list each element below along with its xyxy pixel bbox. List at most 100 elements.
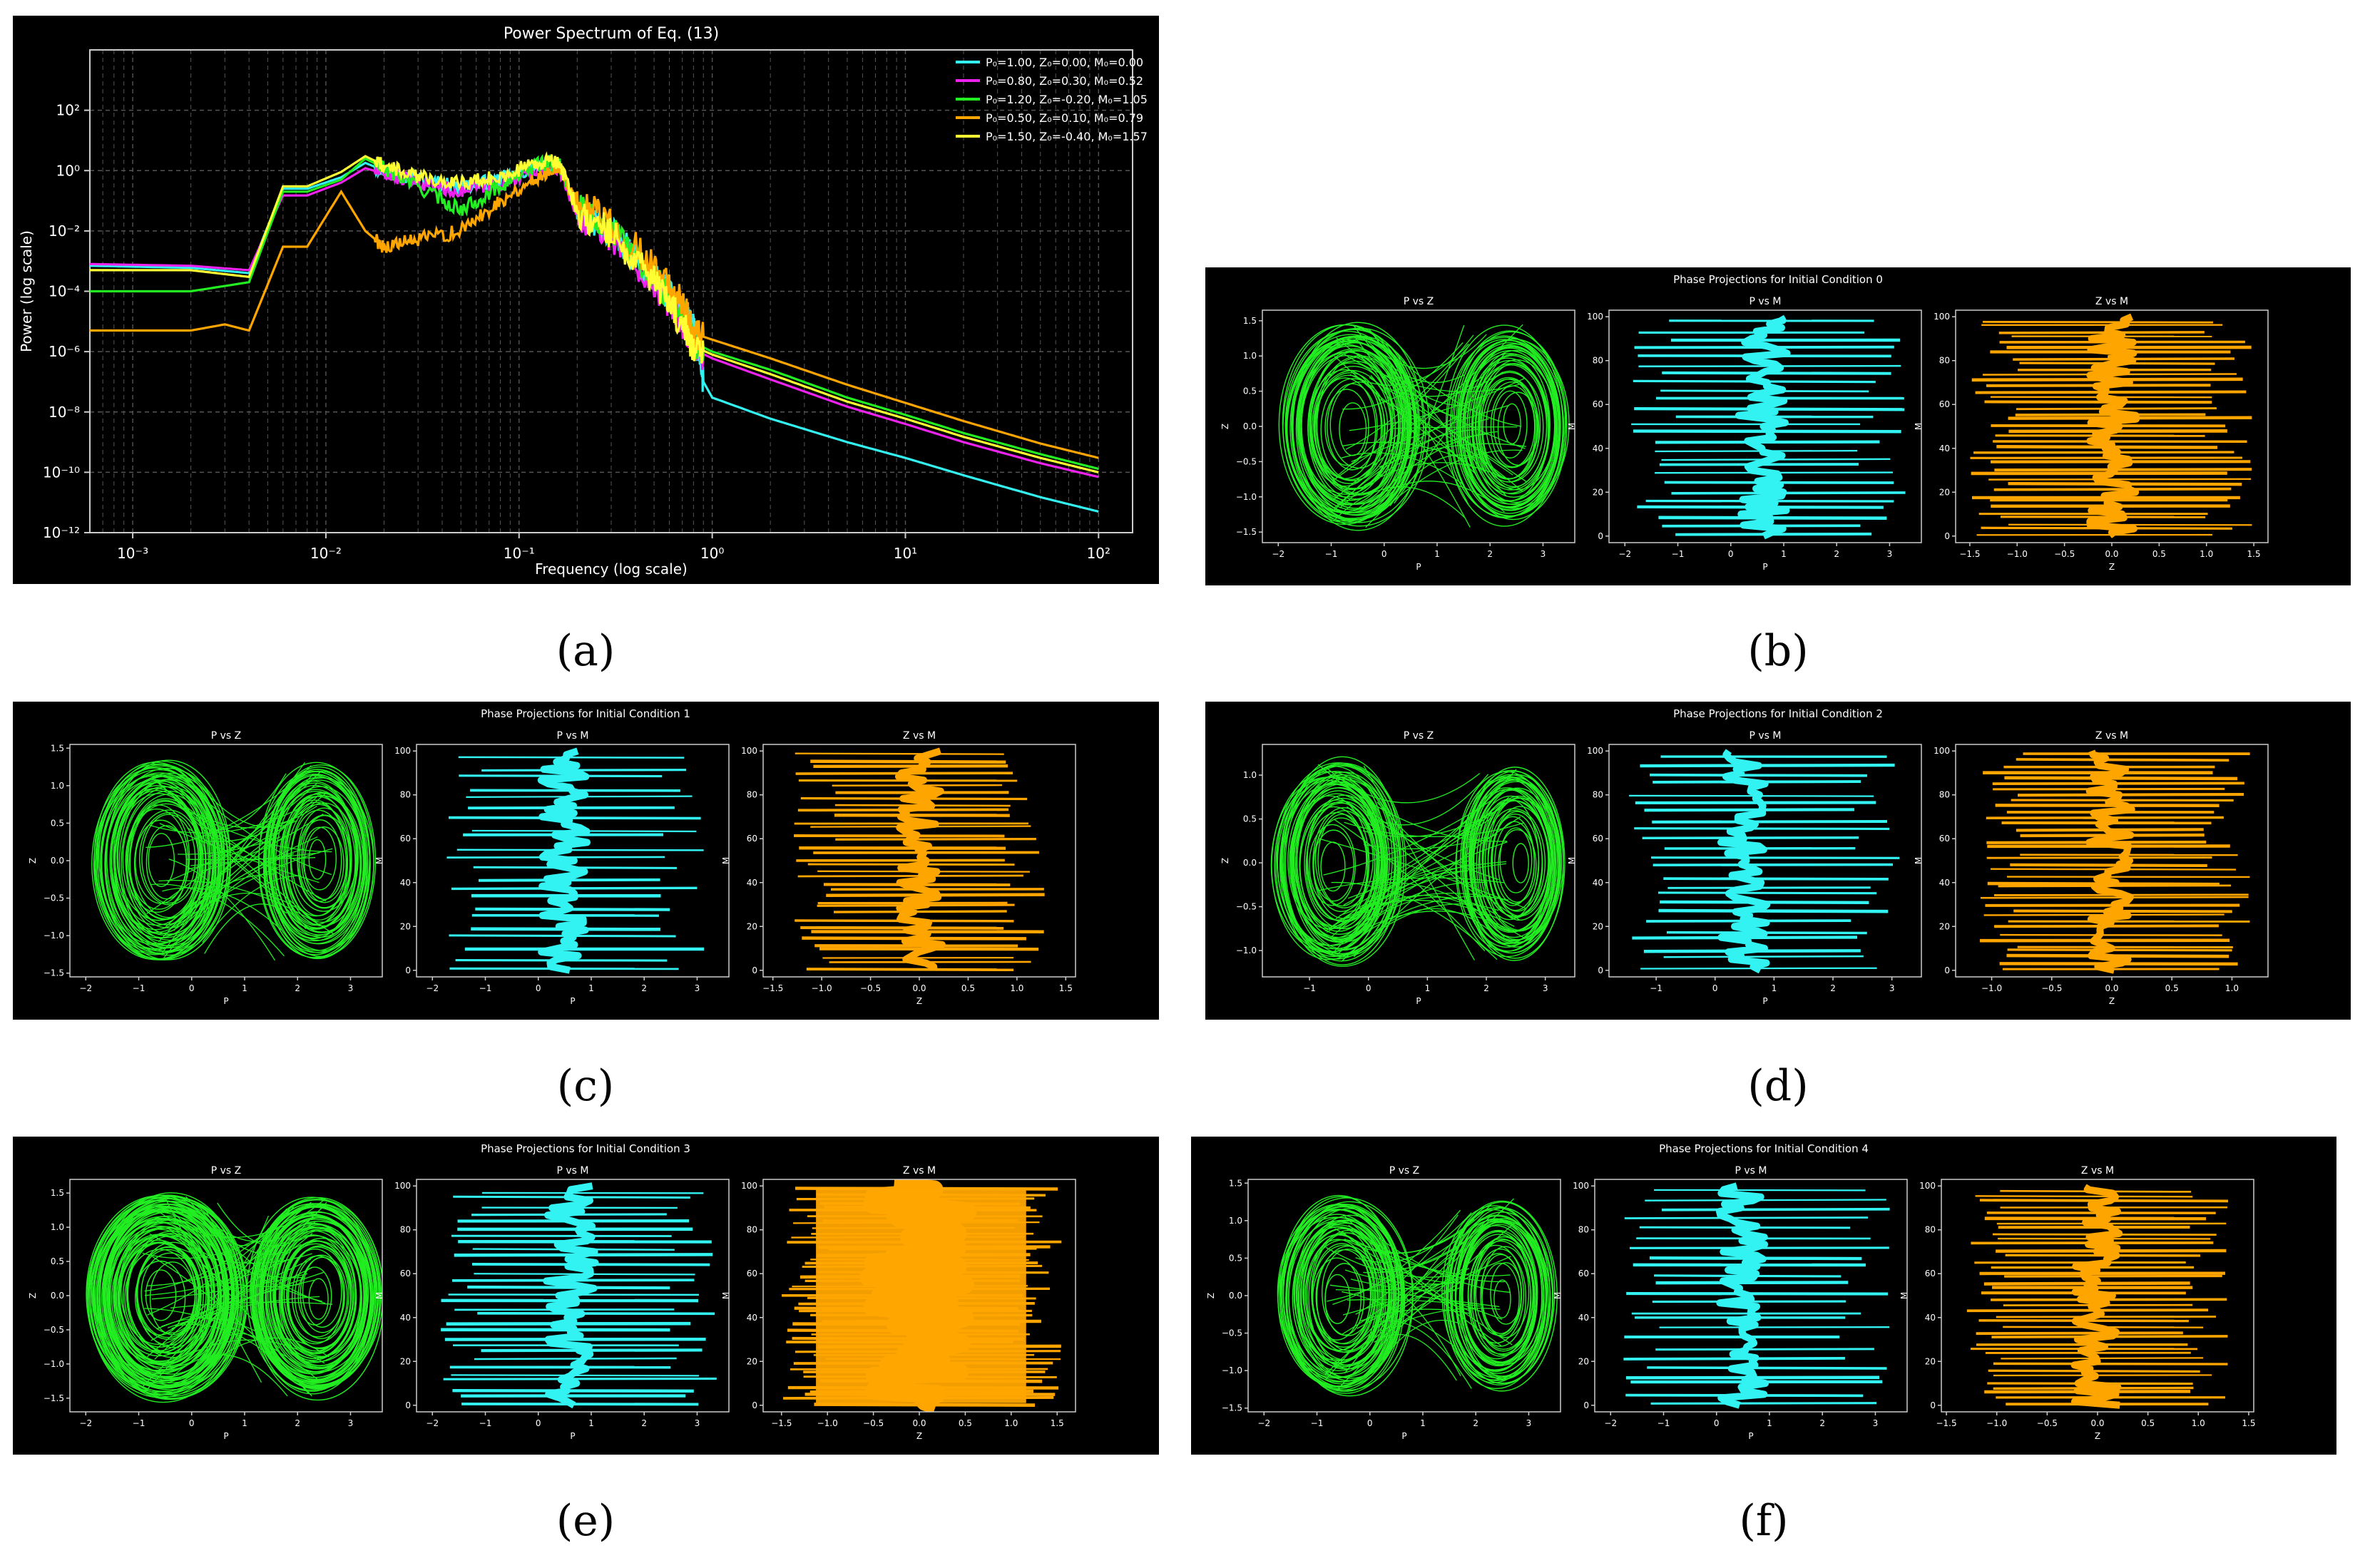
trajectory-strand bbox=[1651, 856, 1900, 859]
trajectory-strand bbox=[1993, 487, 2232, 491]
trajectory-strand bbox=[2008, 523, 2252, 526]
x-tick-label: 3 bbox=[1889, 983, 1895, 993]
trajectory-loop-right bbox=[1498, 829, 1537, 903]
trajectory-crossing bbox=[1330, 862, 1477, 955]
trajectory-crossing bbox=[152, 777, 327, 902]
y-tick-label: 20 bbox=[1593, 487, 1603, 497]
trajectory-loop-left bbox=[1299, 337, 1415, 516]
x-tick-label: 0 bbox=[1367, 1418, 1373, 1428]
trajectory-loop-left bbox=[1314, 810, 1374, 908]
trajectory-loop-right bbox=[1463, 774, 1558, 946]
x-tick-label: 2 bbox=[1487, 549, 1493, 559]
trajectory-crossing bbox=[209, 1201, 327, 1242]
trajectory-strand bbox=[1973, 451, 2234, 454]
trajectory-loop-left bbox=[1309, 349, 1400, 500]
x-tick-label: −1.0 bbox=[817, 1418, 838, 1428]
trajectory-strand bbox=[1998, 331, 2205, 334]
x-tick-label: 1 bbox=[242, 983, 247, 993]
panel-title: Phase Projections for Initial Condition … bbox=[481, 707, 690, 720]
trajectory-crossing bbox=[1344, 881, 1488, 941]
y-tick-label: 10⁰ bbox=[56, 162, 80, 179]
y-tick-label: 0 bbox=[1930, 1400, 1936, 1410]
y-tick-label: 1.5 bbox=[51, 1188, 64, 1198]
trajectory-crossing bbox=[1343, 804, 1506, 906]
trajectory-loop-left bbox=[1327, 383, 1378, 471]
trajectory-loop-right bbox=[1503, 403, 1521, 445]
trajectory-crossing bbox=[1353, 325, 1465, 384]
x-tick-label: −0.5 bbox=[2037, 1418, 2058, 1428]
legend-label: P₀=1.50, Z₀=-0.40, M₀=1.57 bbox=[986, 130, 1148, 143]
x-tick-label: −0.5 bbox=[860, 983, 881, 993]
trajectory-loop-right bbox=[1441, 1205, 1547, 1380]
trajectory-crossing bbox=[186, 827, 307, 930]
trajectory-strand bbox=[481, 1348, 703, 1353]
x-tick-label: 1.0 bbox=[2225, 983, 2239, 993]
trajectory-crossing bbox=[1350, 1226, 1513, 1346]
y-tick-label: 80 bbox=[400, 1225, 411, 1235]
trajectory-crossing bbox=[1339, 433, 1488, 508]
y-tick-label: 40 bbox=[1593, 878, 1603, 888]
subplot-title: P vs M bbox=[556, 730, 588, 742]
x-tick-label: 3 bbox=[695, 1418, 700, 1428]
y-tick-label: 1.0 bbox=[1229, 1216, 1242, 1226]
x-axis-label: P bbox=[223, 1431, 228, 1441]
x-tick-label: 1 bbox=[1781, 549, 1787, 559]
trajectory-crossing bbox=[1379, 1237, 1511, 1293]
trajectory-strand bbox=[458, 756, 685, 759]
x-tick-label: −2 bbox=[79, 1418, 92, 1428]
trajectory-loop-right bbox=[304, 826, 344, 901]
y-tick-label: 40 bbox=[400, 878, 411, 888]
trajectory-strand bbox=[1624, 1216, 1869, 1219]
trajectory-loop-left bbox=[1271, 771, 1386, 960]
x-axis-label: Frequency (log scale) bbox=[535, 560, 688, 578]
trajectory-loop-right bbox=[1499, 827, 1533, 893]
series-line-0 bbox=[90, 158, 1099, 513]
x-tick-label: 0 bbox=[536, 983, 541, 993]
trajectory-crossing bbox=[202, 875, 302, 943]
x-tick-label: 2 bbox=[1834, 549, 1839, 559]
subplot-marks bbox=[86, 1192, 382, 1403]
subplot-frame bbox=[1608, 309, 1922, 543]
x-axis-label: Z bbox=[2109, 996, 2115, 1006]
trajectory-crossing bbox=[162, 887, 282, 931]
trajectory-crossing bbox=[1348, 1224, 1505, 1283]
phase-projection-panel-0: Phase Projections for Initial Condition … bbox=[1205, 267, 2351, 585]
trajectory-crossing bbox=[1376, 1243, 1467, 1328]
trajectory-crossing bbox=[1366, 813, 1499, 881]
trajectory-crossing bbox=[1353, 1286, 1464, 1358]
trajectory-strand bbox=[806, 968, 1014, 972]
trajectory-strand bbox=[1655, 440, 1880, 444]
trajectory-loop-right bbox=[1490, 385, 1536, 468]
y-tick-label: 40 bbox=[1578, 1313, 1589, 1323]
trajectory-loop-left bbox=[126, 1230, 220, 1358]
trajectory-crossing bbox=[187, 811, 286, 868]
trajectory-crossing bbox=[202, 788, 298, 828]
trajectory-strand bbox=[1662, 371, 1891, 375]
y-tick-label: 60 bbox=[747, 834, 757, 844]
y-tick-label: 20 bbox=[747, 1356, 757, 1366]
y-tick-label: 0 bbox=[1944, 965, 1950, 975]
x-tick-label: 0.0 bbox=[2090, 1418, 2104, 1428]
trajectory-loop-left bbox=[148, 833, 175, 887]
x-tick-label: −0.5 bbox=[2041, 983, 2062, 993]
trajectory-crossing bbox=[163, 853, 295, 958]
x-tick-label: 0 bbox=[1728, 549, 1734, 559]
y-tick-label: 80 bbox=[1593, 356, 1603, 366]
trajectory-strand bbox=[1988, 1369, 2200, 1373]
trajectory-crossing bbox=[185, 857, 316, 861]
x-tick-label: 0.0 bbox=[2105, 983, 2118, 993]
trajectory-core bbox=[2070, 1184, 2123, 1409]
y-tick-label: 80 bbox=[400, 790, 411, 800]
trajectory-strand bbox=[2016, 758, 2229, 762]
y-tick-label: 100 bbox=[1934, 312, 1950, 322]
x-tick-label: 0 bbox=[1712, 983, 1718, 993]
y-tick-label: 40 bbox=[1939, 878, 1950, 888]
trajectory-loop-left bbox=[117, 1234, 210, 1363]
x-axis-label: Z bbox=[916, 1431, 922, 1441]
y-tick-label: 0 bbox=[1598, 531, 1603, 541]
subplot-frame bbox=[416, 744, 730, 978]
trajectory-loop-left bbox=[137, 1249, 199, 1338]
trajectory-strand bbox=[449, 816, 701, 820]
trajectory-strand bbox=[1655, 1348, 1874, 1351]
y-axis-label: M bbox=[1914, 857, 1924, 864]
